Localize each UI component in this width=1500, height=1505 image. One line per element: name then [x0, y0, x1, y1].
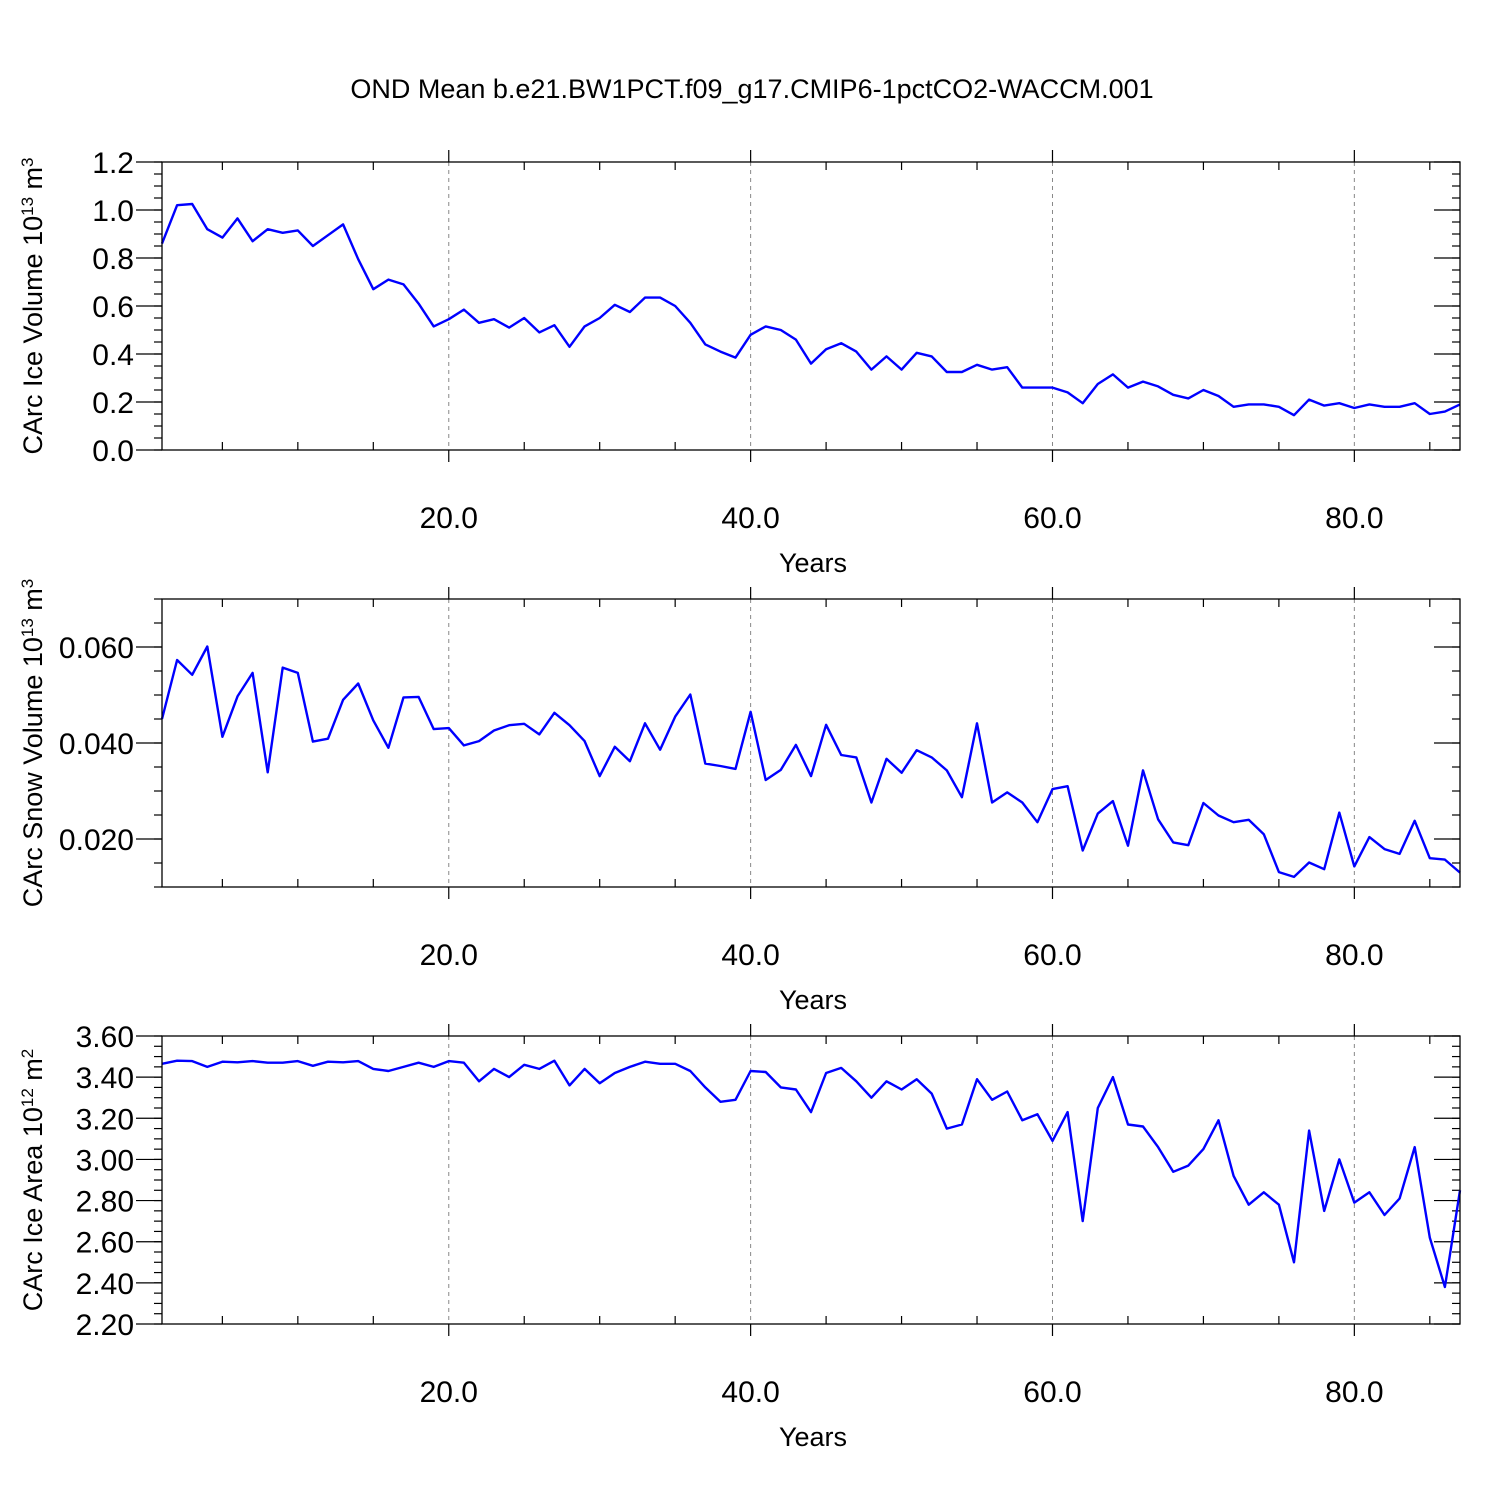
y-axis-label: CArc Snow Volume 1013 m3	[18, 579, 49, 908]
y-tick-label: 0.060	[59, 632, 134, 665]
panel-2: 20.0 40.0 60.0 80.0 0.020 0.040 0.060 Years CArc…	[18, 579, 1461, 1015]
y-tick-label: 0.020	[59, 824, 134, 857]
plot-frame	[161, 598, 1461, 888]
panel-3: 20.0 40.0 60.0 80.0 2.20 2.40 2.60 2.80 3.00 3.20…	[18, 1021, 1462, 1452]
x-tick-label: 60.0	[1023, 502, 1081, 535]
x-axis-label: Years	[779, 548, 847, 578]
x-axis-label: Years	[779, 985, 847, 1015]
x-tick-label: 60.0	[1023, 1376, 1081, 1409]
y-tick-label: 2.80	[76, 1186, 134, 1219]
y-tick-label: 0.6	[92, 291, 134, 324]
plot-frame	[161, 1035, 1461, 1325]
y-tick-label: 1.0	[92, 195, 134, 228]
y-tick-label: 3.60	[76, 1021, 134, 1054]
y-tick-label: 0.8	[92, 243, 134, 276]
plot-frame	[161, 161, 1461, 451]
series-line	[161, 1059, 1462, 1289]
y-tick-label: 3.20	[76, 1103, 134, 1136]
x-axis-label: Years	[779, 1422, 847, 1452]
y-tick-label: 2.20	[76, 1309, 134, 1342]
y-tick-label: 2.40	[76, 1268, 134, 1301]
x-tick-label: 40.0	[721, 502, 779, 535]
series-line	[160, 202, 1461, 417]
x-tick-label: 40.0	[721, 1376, 779, 1409]
x-tick-label: 20.0	[420, 1376, 478, 1409]
x-tick-label: 40.0	[721, 939, 779, 972]
y-tick-label: 0.4	[92, 339, 134, 372]
y-axis-label: CArc Ice Volume 1013 m3	[18, 157, 49, 454]
chart-title: OND Mean b.e21.BW1PCT.f09_g17.CMIP6-1pct…	[350, 74, 1153, 104]
x-tick-label: 60.0	[1023, 939, 1081, 972]
y-tick-label: 0.040	[59, 728, 134, 761]
y-tick-label: 3.40	[76, 1062, 134, 1095]
y-tick-label: 1.2	[92, 147, 134, 180]
panel-1: 20.0 40.0 60.0 80.0 0.0 0.2 0.4 0.6 0.8 1.0 1.2 Yea…	[18, 147, 1461, 578]
x-tick-label: 20.0	[420, 939, 478, 972]
y-tick-label: 2.60	[76, 1227, 134, 1260]
y-axis-label: CArc Ice Area 1012 m2	[18, 1049, 49, 1312]
y-tick-label: 0.2	[92, 387, 134, 420]
y-tick-label: 0.0	[92, 435, 134, 468]
x-tick-label: 80.0	[1325, 502, 1383, 535]
y-tick-label: 3.00	[76, 1144, 134, 1177]
series-line	[160, 645, 1461, 879]
x-tick-label: 80.0	[1325, 939, 1383, 972]
x-tick-label: 20.0	[420, 502, 478, 535]
x-tick-label: 80.0	[1325, 1376, 1383, 1409]
